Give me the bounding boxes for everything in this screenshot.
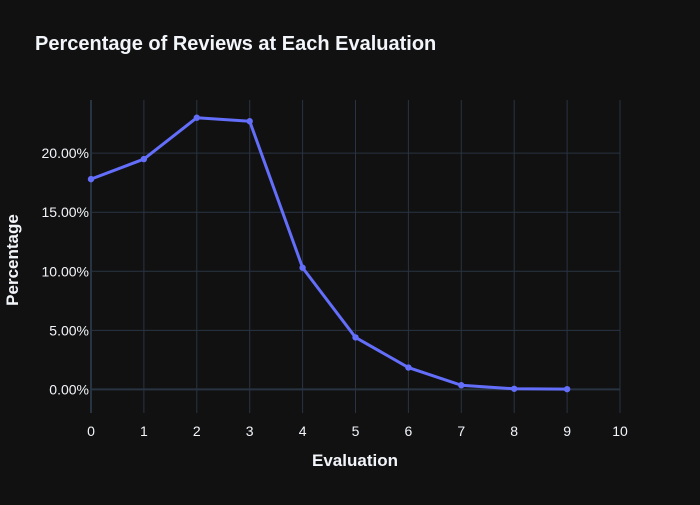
data-point[interactable]: [87, 175, 95, 183]
series-line: [89, 116, 569, 391]
chart-title: Percentage of Reviews at Each Evaluation: [35, 33, 436, 55]
y-tick-label: 10.00%: [42, 263, 89, 279]
x-tick-label: 3: [246, 423, 254, 439]
y-tick-label: 5.00%: [49, 322, 89, 338]
x-tick-label: 4: [299, 423, 307, 439]
data-point[interactable]: [405, 364, 412, 371]
x-axis-title: Evaluation: [312, 451, 398, 470]
y-tick-label: 0.00%: [49, 381, 89, 397]
x-tick-label: 8: [510, 423, 518, 439]
data-point[interactable]: [246, 118, 253, 125]
y-axis-title: Percentage: [3, 214, 22, 306]
data-point[interactable]: [563, 385, 571, 393]
y-tick-label: 15.00%: [42, 204, 89, 220]
data-point[interactable]: [193, 114, 200, 121]
data-point[interactable]: [140, 155, 148, 163]
x-tick-label: 10: [612, 423, 628, 439]
data-point[interactable]: [352, 334, 359, 341]
x-tick-label: 5: [352, 423, 360, 439]
x-tick-label: 2: [193, 423, 201, 439]
grid-lines: [91, 100, 621, 413]
x-tick-label: 7: [457, 423, 465, 439]
data-point[interactable]: [299, 264, 306, 271]
data-point[interactable]: [458, 382, 465, 389]
series-layer: [87, 114, 571, 393]
x-tick-label: 0: [87, 423, 95, 439]
x-tick-label: 9: [563, 423, 571, 439]
y-tick-label: 20.00%: [42, 145, 89, 161]
x-tick-label: 6: [405, 423, 413, 439]
axis-tick-labels: 0 1 2 3 4 5 6 7 8 9 10 0.00% 5.00% 10.00% 15.00% 20.00%: [42, 145, 628, 439]
x-tick-label: 1: [140, 423, 148, 439]
data-point[interactable]: [511, 385, 518, 392]
